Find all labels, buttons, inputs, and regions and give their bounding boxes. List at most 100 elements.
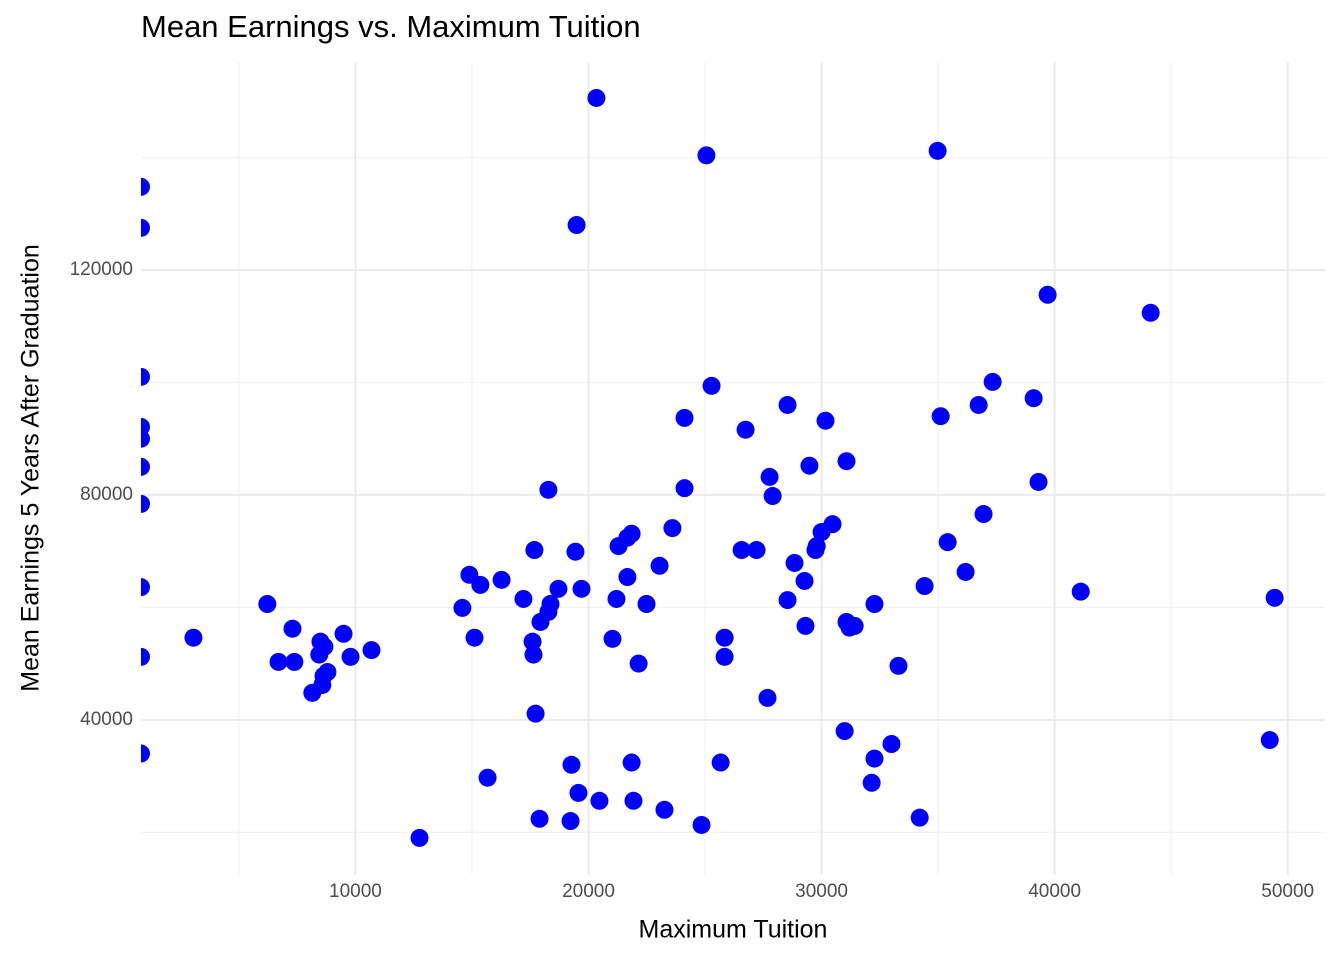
y-tick-label: 80000 bbox=[80, 484, 133, 505]
point bbox=[624, 791, 643, 810]
point bbox=[258, 595, 277, 613]
point bbox=[471, 575, 490, 594]
point bbox=[915, 577, 934, 596]
x-tick-label: 40000 bbox=[1028, 881, 1081, 902]
point bbox=[141, 429, 150, 448]
point bbox=[785, 553, 804, 572]
point bbox=[539, 480, 558, 499]
point bbox=[865, 595, 884, 613]
points bbox=[141, 88, 1284, 847]
point bbox=[837, 452, 856, 471]
point bbox=[603, 629, 622, 648]
point bbox=[561, 812, 580, 831]
point bbox=[269, 652, 288, 671]
point bbox=[823, 515, 842, 534]
point bbox=[1141, 303, 1160, 322]
x-tick-label: 20000 bbox=[562, 881, 615, 902]
point bbox=[889, 656, 908, 675]
x-tick-label: 10000 bbox=[329, 881, 382, 902]
point bbox=[910, 808, 929, 827]
point bbox=[1265, 588, 1284, 607]
point bbox=[1029, 472, 1048, 491]
x-tick-label: 50000 bbox=[1261, 881, 1314, 902]
point bbox=[778, 395, 797, 414]
point bbox=[362, 641, 381, 660]
point bbox=[800, 456, 819, 475]
point bbox=[692, 815, 711, 834]
point bbox=[796, 616, 815, 635]
point bbox=[622, 753, 641, 772]
point bbox=[865, 749, 884, 768]
point bbox=[607, 589, 626, 608]
point bbox=[697, 146, 716, 165]
point bbox=[283, 619, 302, 638]
point bbox=[650, 556, 669, 575]
point bbox=[758, 688, 777, 707]
point bbox=[1024, 389, 1043, 408]
point bbox=[862, 773, 881, 792]
point bbox=[983, 372, 1002, 391]
point bbox=[526, 704, 545, 723]
point bbox=[1071, 582, 1090, 601]
y-axis-label: Mean Earnings 5 Years After Graduation bbox=[17, 244, 45, 692]
point bbox=[569, 783, 588, 802]
y-tick-label: 120000 bbox=[70, 259, 133, 280]
point bbox=[882, 734, 901, 753]
point bbox=[492, 570, 511, 589]
point bbox=[315, 637, 334, 656]
point bbox=[141, 744, 150, 763]
x-tick-label: 30000 bbox=[795, 881, 848, 902]
point bbox=[974, 505, 993, 524]
point bbox=[845, 616, 864, 635]
point bbox=[141, 367, 150, 386]
point bbox=[807, 537, 826, 556]
point bbox=[629, 654, 648, 673]
point bbox=[618, 568, 637, 587]
point bbox=[956, 562, 975, 581]
point bbox=[763, 487, 782, 506]
point bbox=[562, 755, 581, 774]
point bbox=[816, 411, 835, 430]
point bbox=[465, 628, 484, 647]
point bbox=[567, 216, 586, 235]
point bbox=[523, 632, 542, 651]
point bbox=[655, 800, 674, 819]
point bbox=[141, 578, 150, 597]
point bbox=[141, 457, 150, 476]
grid bbox=[141, 62, 1325, 875]
point bbox=[1038, 285, 1057, 304]
point bbox=[637, 595, 656, 613]
point bbox=[835, 722, 854, 741]
point bbox=[541, 595, 560, 613]
point bbox=[938, 533, 957, 552]
x-axis-label: Maximum Tuition bbox=[639, 916, 828, 944]
point bbox=[931, 407, 950, 426]
point bbox=[141, 494, 150, 513]
point bbox=[184, 628, 203, 647]
point bbox=[590, 791, 609, 810]
point bbox=[566, 542, 585, 561]
point bbox=[747, 541, 766, 560]
point bbox=[524, 645, 543, 664]
point bbox=[711, 753, 730, 772]
point bbox=[587, 88, 606, 107]
point bbox=[285, 652, 304, 671]
point bbox=[341, 647, 360, 666]
point bbox=[141, 218, 150, 237]
point bbox=[760, 467, 779, 486]
point bbox=[572, 579, 591, 598]
point bbox=[778, 591, 797, 610]
point bbox=[969, 395, 988, 414]
point bbox=[530, 809, 549, 828]
point bbox=[622, 524, 641, 543]
point bbox=[453, 598, 472, 617]
point bbox=[525, 541, 544, 560]
point bbox=[141, 647, 150, 666]
point bbox=[928, 141, 947, 160]
point bbox=[514, 589, 533, 608]
point bbox=[141, 177, 150, 196]
point bbox=[702, 376, 721, 395]
point bbox=[736, 420, 755, 439]
point bbox=[478, 768, 497, 787]
